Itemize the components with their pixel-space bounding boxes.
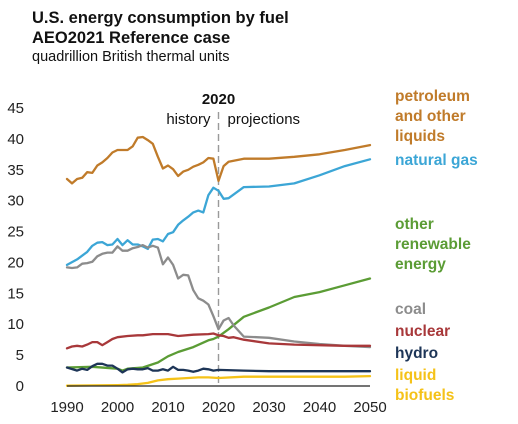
legend-biofuels: liquid biofuels <box>395 367 455 404</box>
divider-year-label: 2020 <box>202 91 235 108</box>
legend-renewable: other renewable energy <box>395 216 471 273</box>
series-line-coal <box>65 243 372 349</box>
series-line-petroleum <box>65 135 372 185</box>
y-tick-label: 5 <box>16 347 24 364</box>
y-tick-label: 30 <box>7 193 24 210</box>
x-tick-label: 1990 <box>50 399 83 416</box>
y-tick-label: 35 <box>7 162 24 179</box>
chart-title-line1: U.S. energy consumption by fuel <box>32 9 289 27</box>
y-tick-label: 0 <box>16 378 24 395</box>
legend-hydro: hydro <box>395 345 439 362</box>
chart-subtitle: quadrillion British thermal units <box>32 49 230 65</box>
series-line-gas <box>65 158 372 267</box>
series-line-hydro <box>65 362 372 374</box>
chart-title-line2: AEO2021 Reference case <box>32 29 231 47</box>
x-tick-label: 2050 <box>353 399 386 416</box>
x-tick-label: 2040 <box>303 399 336 416</box>
legend-natural-gas: natural gas <box>395 152 478 169</box>
legend-nuclear: nuclear <box>395 323 451 340</box>
y-tick-label: 15 <box>7 285 24 302</box>
series-line-renewable <box>65 277 372 372</box>
series-line-nuclear <box>65 332 372 350</box>
projections-label: projections <box>228 111 301 128</box>
x-tick-label: 2020 <box>202 399 235 416</box>
series-line-biofuels <box>65 374 372 387</box>
legend-coal: coal <box>395 301 427 318</box>
history-label: history <box>166 111 211 128</box>
y-tick-label: 20 <box>7 254 24 271</box>
y-tick-label: 25 <box>7 224 24 241</box>
x-tick-label: 2030 <box>252 399 285 416</box>
x-tick-label: 2010 <box>151 399 184 416</box>
y-tick-label: 40 <box>7 131 24 148</box>
x-tick-label: 2000 <box>101 399 134 416</box>
legend-petroleum: petroleum and other liquids <box>395 88 470 145</box>
y-tick-label: 10 <box>7 316 24 333</box>
y-tick-label: 45 <box>7 100 24 117</box>
